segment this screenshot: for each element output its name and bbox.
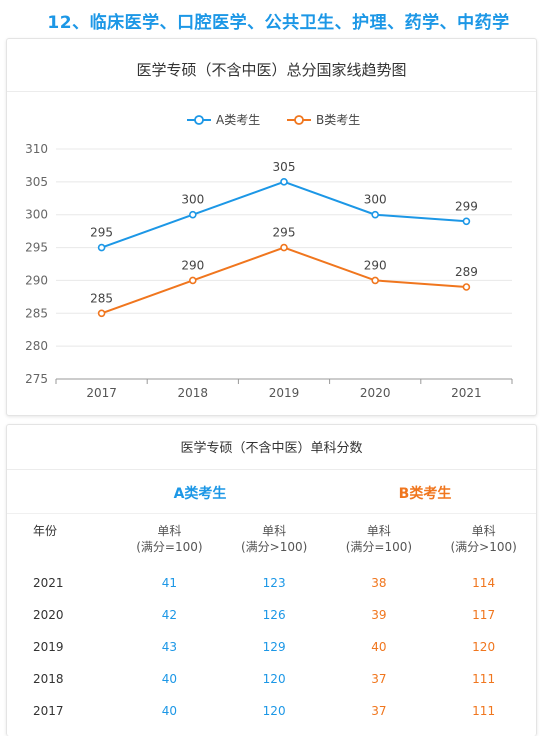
table-row: 2018 40 120 37 111 [7,663,536,695]
x-tick-label: 2021 [451,386,482,400]
data-point [189,210,197,219]
cell-a-over: 120 [262,672,286,686]
legend-label: B类考生 [316,113,360,127]
y-tick-label: 305 [25,175,48,189]
table-row: 2021 41 123 38 114 [7,567,536,599]
divider [7,513,536,514]
cell-a-100: 41 [161,576,178,590]
legend-marker [294,115,304,125]
cell-b-100: 37 [371,672,387,686]
cell-a-100: 42 [161,608,178,622]
score-table: 年份 单科 (满分=100) 单科 (满分>100) 单科 (满分=100) 单科 (满… [7,521,536,727]
data-label: 285 [90,291,113,305]
cell-a-100: 40 [161,672,178,686]
data-label: 289 [455,265,478,279]
data-label: 290 [181,258,204,272]
chart-card: 医学专硕（不含中医）总分国家线趋势图 275 280 285 290 295 300 305… [6,38,537,416]
data-label: 300 [181,193,204,207]
divider [7,91,536,92]
x-tick-label: 2019 [269,386,300,400]
data-label: 290 [364,258,387,272]
data-point [462,283,471,291]
table-row: 2019 43 129 40 120 [7,631,536,663]
y-tick-label: 290 [25,273,48,287]
cell-a-over: 123 [262,576,286,590]
cell-a-over: 126 [262,608,286,622]
x-tick-label: 2017 [86,386,117,400]
x-tick-label: 2020 [360,386,391,400]
cell-b-100: 39 [371,608,387,622]
y-tick-label: 275 [25,372,48,386]
group-b-label: B类考生 [398,486,452,502]
cell-b-over: 111 [472,704,496,718]
chart-title: 医学专硕（不含中医）总分国家线趋势图 [136,61,407,79]
line-chart: 275 280 285 290 295 300 305 310 2017 2018 2019 2020… [25,113,513,400]
cell-a-100: 43 [161,640,178,654]
cell-b-100: 37 [371,704,387,718]
data-point [280,243,288,252]
data-point [371,210,380,219]
cell-year: 2018 [33,672,64,686]
header-a-over: 单科 (满分>100) [240,524,308,554]
page-heading: 12、临床医学、口腔医学、公共卫生、护理、药学、中药学 [47,13,510,33]
cell-b-over: 111 [472,672,496,686]
header-a-100: 单科 (满分=100) [136,524,203,554]
cell-b-over: 120 [472,640,496,654]
table-row: 2017 40 120 37 111 [7,695,536,727]
cell-year: 2021 [33,576,64,590]
y-tick-label: 295 [25,241,48,255]
data-point [97,243,106,252]
legend-label: A类考生 [216,113,260,127]
data-label: 305 [273,160,296,174]
cell-b-over: 117 [472,608,496,622]
y-tick-label: 280 [25,339,48,353]
y-tick-label: 300 [25,208,48,222]
header-year: 年份 [33,524,58,538]
table-title: 医学专硕（不含中医）单科分数 [180,441,363,456]
cell-a-over: 129 [262,640,286,654]
group-a-label: A类考生 [173,486,227,502]
data-point [97,309,106,318]
data-point [280,178,288,186]
x-tick-label: 2018 [178,386,209,400]
data-point [371,276,380,285]
cell-b-100: 40 [371,640,387,654]
cell-a-over: 120 [262,704,286,718]
cell-b-100: 38 [371,576,387,590]
data-point [462,217,471,226]
cell-year: 2017 [33,704,64,718]
data-label: 300 [364,193,387,207]
cell-year: 2020 [33,608,64,622]
table-row: 2020 42 126 39 117 [7,599,536,631]
data-point [189,276,197,285]
score-table-card: 医学专硕（不含中医）单科分数 A类考生 B类考生 年份 单科 (满分=100) 单… [6,424,537,736]
table-header-row: 年份 单科 (满分=100) 单科 (满分>100) 单科 (满分=100) 单科 (满… [7,521,536,567]
data-label: 299 [455,199,478,213]
cell-a-100: 40 [161,704,178,718]
legend-marker [194,115,204,125]
cell-year: 2019 [33,640,64,654]
header-b-100: 单科 (满分=100) [345,524,413,554]
y-tick-label: 285 [25,306,48,320]
y-tick-label: 310 [25,142,48,156]
data-label: 295 [90,226,113,240]
data-label: 295 [273,226,296,240]
cell-b-over: 114 [472,576,496,590]
divider [7,469,536,470]
header-b-over: 单科 (满分>100) [450,524,517,554]
